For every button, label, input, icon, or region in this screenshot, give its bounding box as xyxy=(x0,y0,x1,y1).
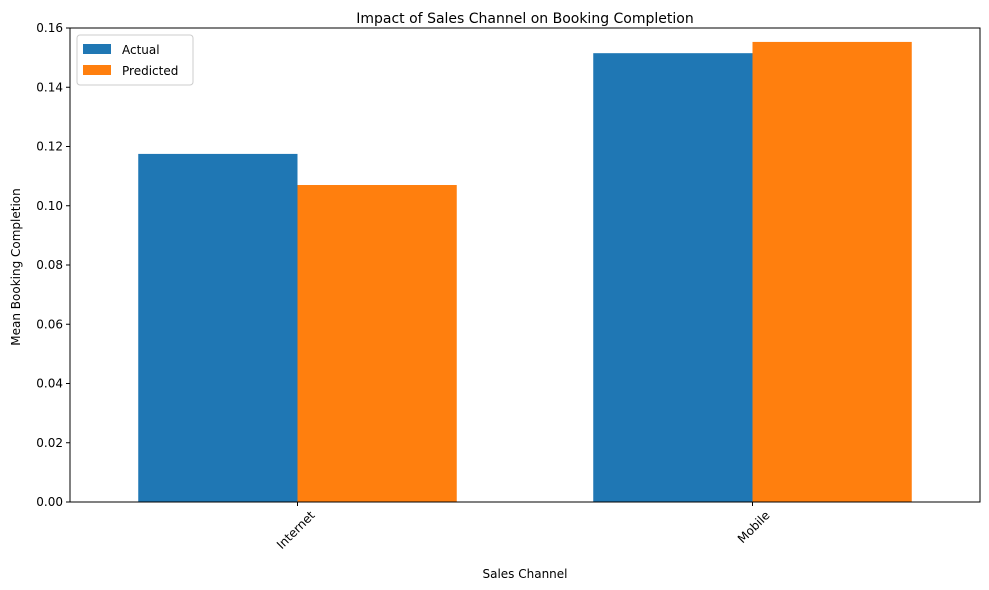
x-axis-label: Sales Channel xyxy=(482,567,567,581)
bar-predicted-internet xyxy=(297,185,457,502)
bar-actual-mobile xyxy=(593,53,753,503)
y-tick-label: 0.06 xyxy=(36,317,63,331)
y-tick-label: 0.02 xyxy=(36,436,63,450)
y-tick-label: 0.04 xyxy=(36,377,63,391)
legend: Actual Predicted xyxy=(76,34,194,86)
bar-predicted-mobile xyxy=(752,41,912,502)
y-axis-label: Mean Booking Completion xyxy=(9,188,23,345)
x-axis: Internet Mobile xyxy=(274,502,773,552)
legend-label-actual: Actual xyxy=(122,43,160,57)
plot-frame xyxy=(69,27,981,503)
y-tick-label: 0.10 xyxy=(36,199,63,213)
y-tick-label: 0.00 xyxy=(36,495,63,509)
y-tick-label: 0.12 xyxy=(36,140,63,154)
legend-label-predicted: Predicted xyxy=(122,64,178,78)
y-tick-label: 0.16 xyxy=(36,21,63,35)
chart-title: Impact of Sales Channel on Booking Compl… xyxy=(356,11,693,27)
y-tick-label: 0.08 xyxy=(36,258,63,272)
x-tick-label: Mobile xyxy=(735,508,773,546)
y-axis: 0.00 0.02 0.04 0.06 0.08 0.10 0.12 0.14 0.16 xyxy=(36,21,70,509)
legend-swatch-predicted xyxy=(83,65,111,75)
x-tick-label: Internet xyxy=(274,508,318,552)
legend-swatch-actual xyxy=(83,44,111,54)
y-tick-label: 0.14 xyxy=(36,80,63,94)
bars-layer xyxy=(138,41,912,503)
bar-actual-internet xyxy=(138,153,298,502)
